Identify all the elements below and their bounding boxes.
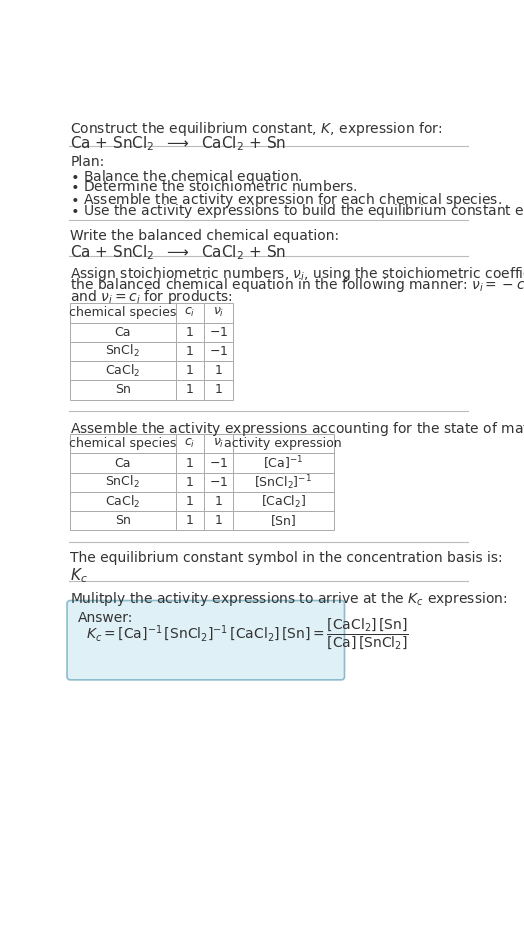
Text: 1: 1 <box>186 326 194 339</box>
Text: $\bullet$ Balance the chemical equation.: $\bullet$ Balance the chemical equation. <box>70 168 303 186</box>
Text: 1: 1 <box>186 456 194 470</box>
Text: $c_i$: $c_i$ <box>184 437 195 451</box>
Text: CaCl$_2$: CaCl$_2$ <box>105 363 140 379</box>
Bar <box>204 512 233 530</box>
Text: [Ca]$^{-1}$: [Ca]$^{-1}$ <box>263 455 303 472</box>
Bar <box>176 454 204 473</box>
Bar <box>204 492 233 512</box>
Text: CaCl$_2$: CaCl$_2$ <box>105 493 140 510</box>
Text: Mulitply the activity expressions to arrive at the $K_c$ expression:: Mulitply the activity expressions to arr… <box>70 589 508 607</box>
Bar <box>233 473 334 492</box>
Text: $-1$: $-1$ <box>209 475 228 489</box>
Text: the balanced chemical equation in the following manner: $\nu_i = -c_i$ for react: the balanced chemical equation in the fo… <box>70 276 524 294</box>
Text: Write the balanced chemical equation:: Write the balanced chemical equation: <box>70 230 339 243</box>
Bar <box>176 304 204 323</box>
Bar <box>70 304 176 323</box>
Text: Assign stoichiometric numbers, $\nu_i$, using the stoichiometric coefficients, $: Assign stoichiometric numbers, $\nu_i$, … <box>70 265 524 283</box>
Text: Ca: Ca <box>115 456 131 470</box>
Text: $-1$: $-1$ <box>209 344 228 358</box>
Text: 1: 1 <box>215 364 223 377</box>
Bar <box>70 492 176 512</box>
Bar <box>204 323 233 342</box>
Bar <box>176 492 204 512</box>
Bar <box>70 454 176 473</box>
Text: 1: 1 <box>186 383 194 397</box>
Bar <box>176 361 204 381</box>
Bar <box>176 435 204 454</box>
Text: Ca: Ca <box>115 326 131 339</box>
Bar <box>204 381 233 400</box>
Text: $\bullet$ Assemble the activity expression for each chemical species.: $\bullet$ Assemble the activity expressi… <box>70 191 502 209</box>
Text: Plan:: Plan: <box>70 156 104 170</box>
Text: $-1$: $-1$ <box>209 456 228 470</box>
Text: The equilibrium constant symbol in the concentration basis is:: The equilibrium constant symbol in the c… <box>70 551 503 566</box>
Text: [SnCl$_2$]$^{-1}$: [SnCl$_2$]$^{-1}$ <box>254 473 312 492</box>
Bar <box>70 473 176 492</box>
Bar <box>70 435 176 454</box>
Text: 1: 1 <box>186 495 194 508</box>
Text: $\nu_i$: $\nu_i$ <box>213 437 224 451</box>
Bar <box>176 342 204 361</box>
Bar <box>204 342 233 361</box>
Text: 1: 1 <box>186 514 194 528</box>
Bar <box>70 342 176 361</box>
Bar <box>204 304 233 323</box>
Text: $K_c = [\mathrm{Ca}]^{-1}\,[\mathrm{SnCl_2}]^{-1}\,[\mathrm{CaCl_2}]\,[\mathrm{S: $K_c = [\mathrm{Ca}]^{-1}\,[\mathrm{SnCl… <box>85 617 408 652</box>
Bar <box>176 512 204 530</box>
Bar <box>233 435 334 454</box>
Text: $\bullet$ Use the activity expressions to build the equilibrium constant express: $\bullet$ Use the activity expressions t… <box>70 202 524 220</box>
Text: Ca + SnCl$_2$  $\longrightarrow$  CaCl$_2$ + Sn: Ca + SnCl$_2$ $\longrightarrow$ CaCl$_2$… <box>70 134 286 153</box>
Text: 1: 1 <box>215 514 223 528</box>
Text: Ca + SnCl$_2$  $\longrightarrow$  CaCl$_2$ + Sn: Ca + SnCl$_2$ $\longrightarrow$ CaCl$_2$… <box>70 243 286 262</box>
Text: [CaCl$_2$]: [CaCl$_2$] <box>260 493 306 510</box>
Text: Construct the equilibrium constant, $K$, expression for:: Construct the equilibrium constant, $K$,… <box>70 120 443 138</box>
Text: $\nu_i$: $\nu_i$ <box>213 307 224 320</box>
Text: 1: 1 <box>215 383 223 397</box>
Text: [Sn]: [Sn] <box>270 514 296 528</box>
Text: chemical species: chemical species <box>69 307 177 320</box>
Bar <box>204 454 233 473</box>
Text: SnCl$_2$: SnCl$_2$ <box>105 474 140 491</box>
Text: $K_c$: $K_c$ <box>70 567 88 586</box>
Text: 1: 1 <box>215 495 223 508</box>
Text: Answer:: Answer: <box>78 611 133 625</box>
Text: $c_i$: $c_i$ <box>184 307 195 320</box>
Bar <box>176 323 204 342</box>
Bar <box>233 512 334 530</box>
Bar <box>70 512 176 530</box>
Bar <box>70 323 176 342</box>
Bar <box>176 473 204 492</box>
Text: $-1$: $-1$ <box>209 326 228 339</box>
Text: activity expression: activity expression <box>224 437 342 451</box>
Text: $\bullet$ Determine the stoichiometric numbers.: $\bullet$ Determine the stoichiometric n… <box>70 179 357 195</box>
Text: Sn: Sn <box>115 514 131 528</box>
Bar <box>233 454 334 473</box>
Bar <box>70 361 176 381</box>
Text: and $\nu_i = c_i$ for products:: and $\nu_i = c_i$ for products: <box>70 288 233 306</box>
Bar <box>70 381 176 400</box>
FancyBboxPatch shape <box>67 601 344 679</box>
Bar <box>204 361 233 381</box>
Text: 1: 1 <box>186 364 194 377</box>
Text: chemical species: chemical species <box>69 437 177 451</box>
Text: 1: 1 <box>186 475 194 489</box>
Bar <box>233 492 334 512</box>
Bar <box>204 473 233 492</box>
Text: 1: 1 <box>186 344 194 358</box>
Bar <box>204 435 233 454</box>
Text: SnCl$_2$: SnCl$_2$ <box>105 344 140 360</box>
Text: Assemble the activity expressions accounting for the state of matter and $\nu_i$: Assemble the activity expressions accoun… <box>70 420 524 438</box>
Bar <box>176 381 204 400</box>
Text: Sn: Sn <box>115 383 131 397</box>
